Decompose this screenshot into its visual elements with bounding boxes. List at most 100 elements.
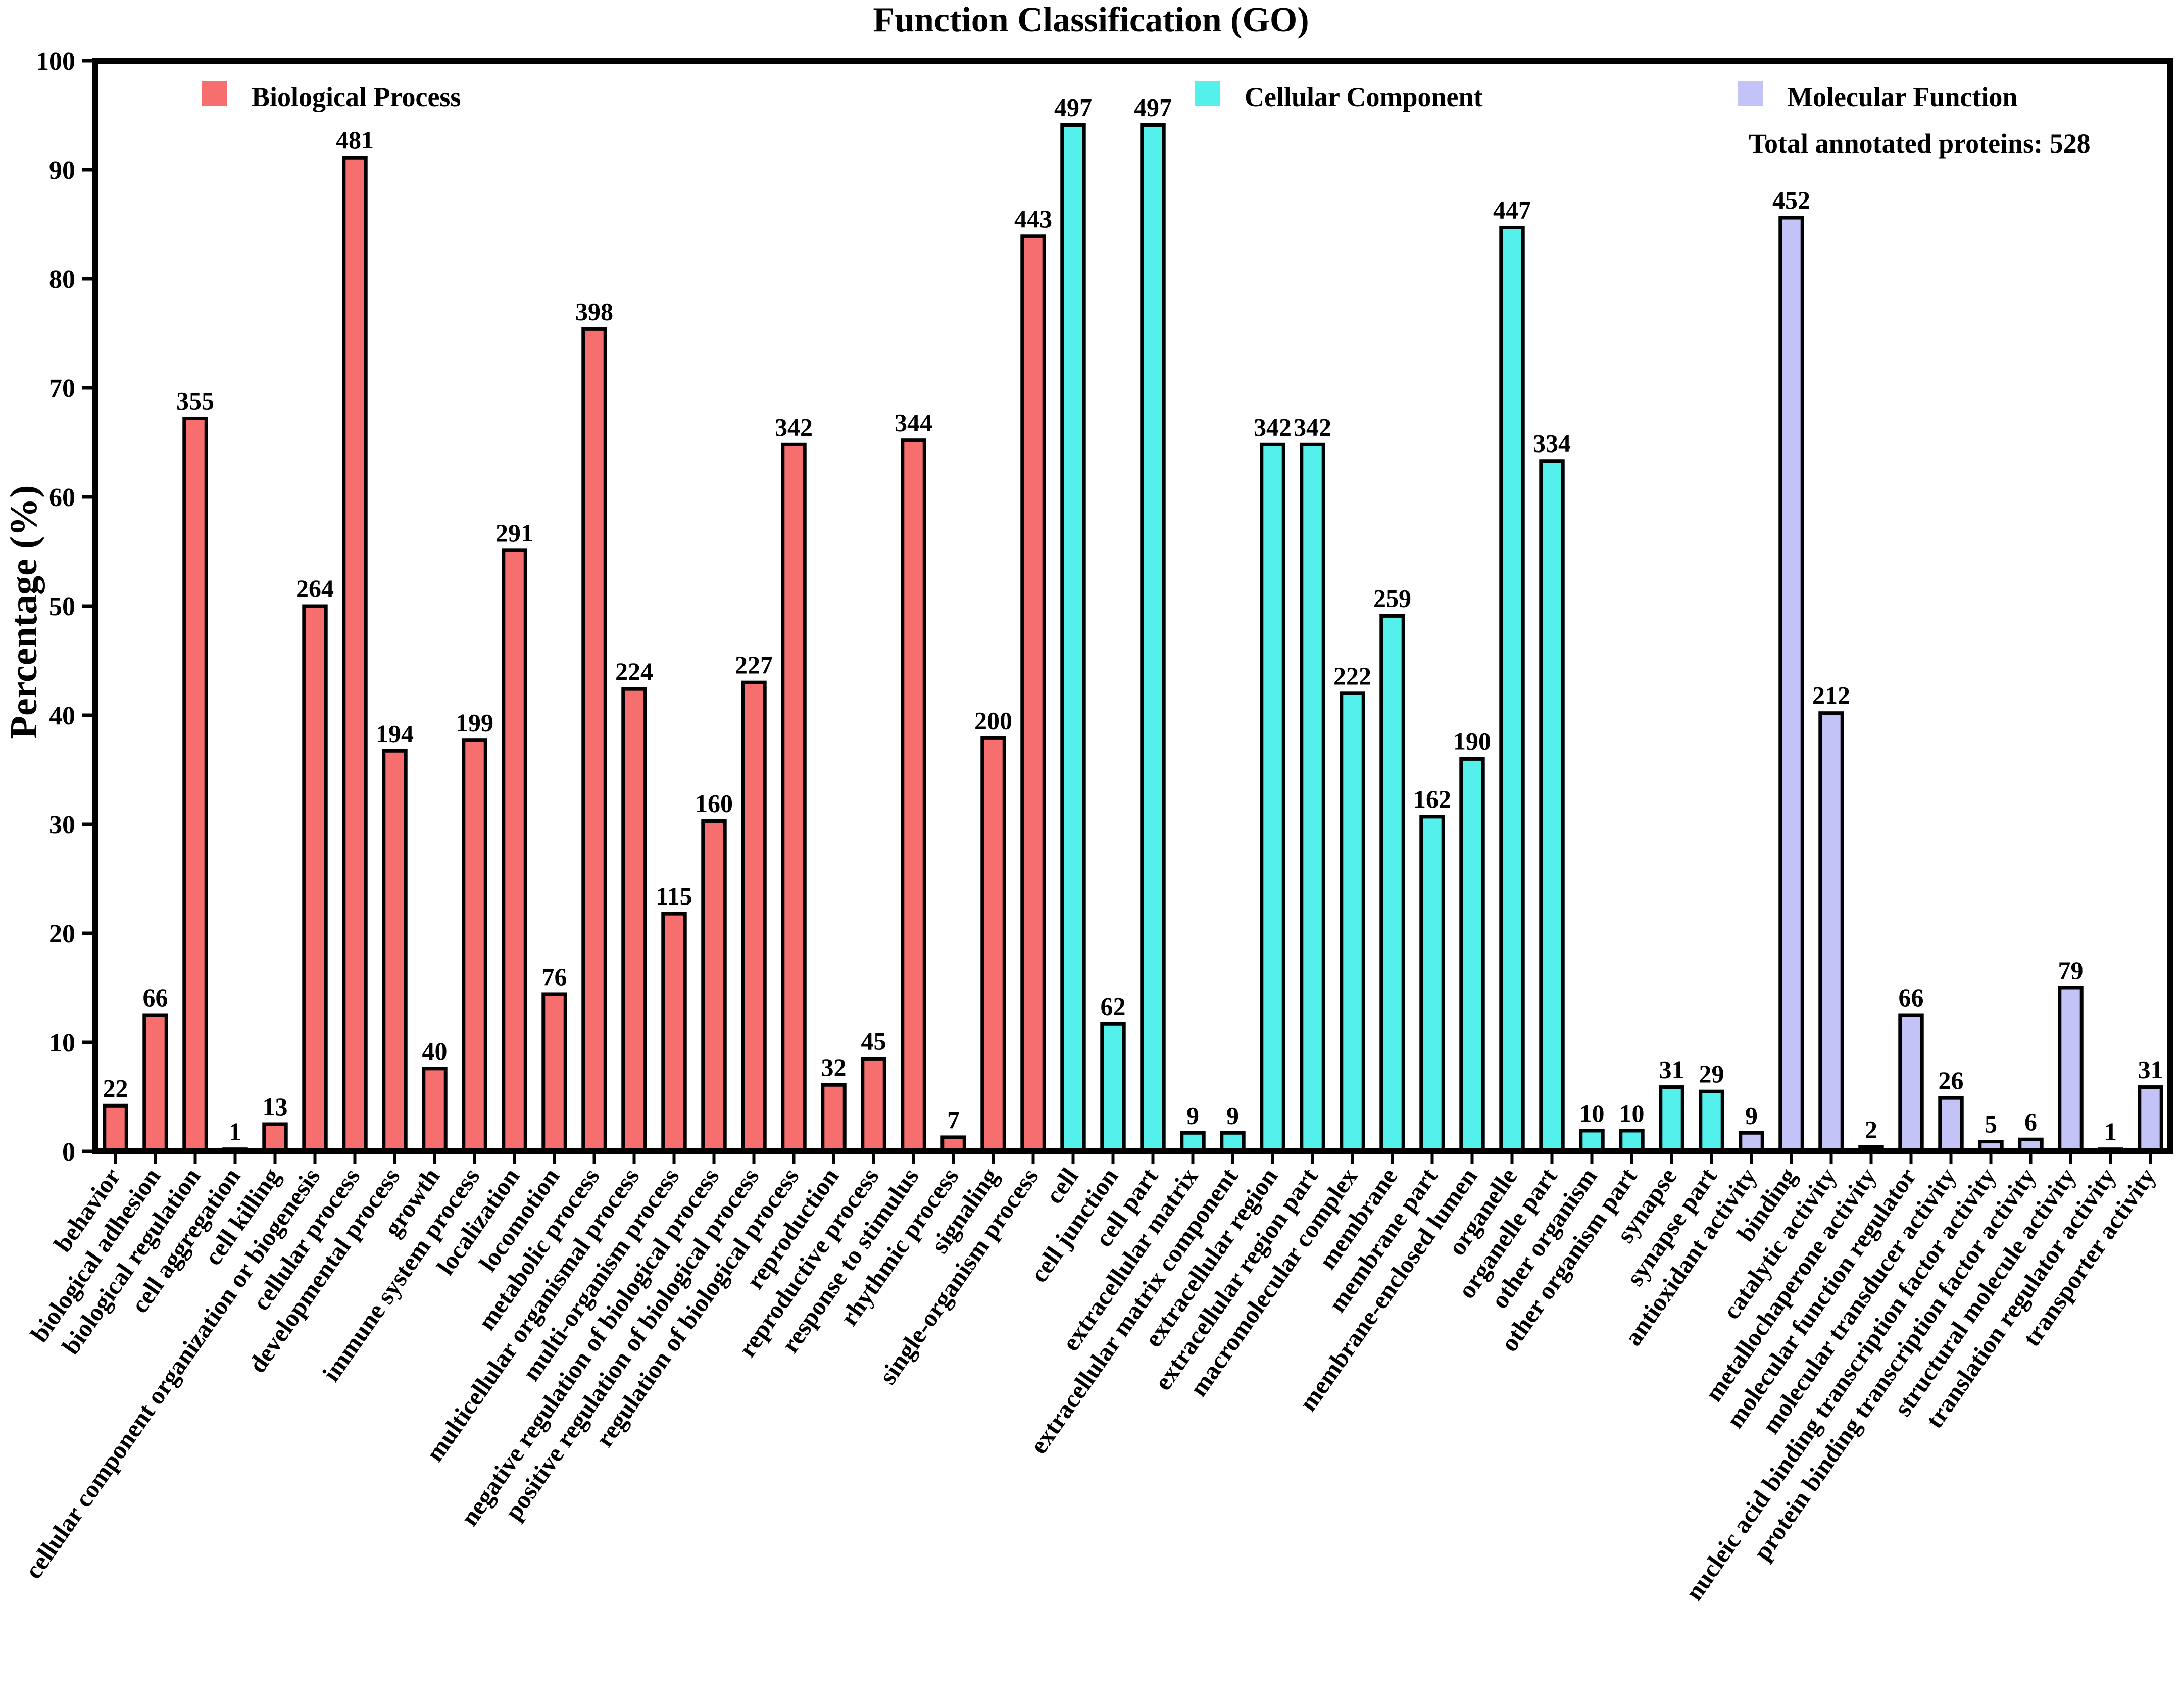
value-label-1: 66 [143,983,168,1012]
bar-45 [1898,1013,1924,1153]
value-label-8: 40 [422,1037,448,1065]
bar-19 [861,1057,886,1153]
bar-15 [701,819,727,1153]
bar-38 [1619,1129,1645,1153]
value-label-18: 32 [821,1053,847,1081]
value-label-17: 342 [775,413,813,441]
value-label-14: 115 [656,882,692,910]
bar-26 [1140,123,1166,1153]
legend-swatch-2 [1738,81,1763,106]
bar-14 [661,912,687,1153]
bar-2 [182,416,208,1153]
value-label-2: 355 [176,386,214,415]
value-label-5: 264 [296,574,334,602]
value-label-33: 162 [1413,785,1451,813]
value-label-49: 79 [2058,956,2084,984]
bar-35 [1499,225,1525,1153]
legend-label-2: Molecular Function [1787,82,2017,112]
value-label-37: 10 [1579,1099,1605,1127]
y-tick-label: 40 [49,701,75,730]
bars [103,123,2163,1153]
y-tick-label: 10 [49,1029,75,1058]
bar-40 [1699,1089,1724,1153]
value-label-43: 212 [1812,681,1850,710]
value-label-6: 481 [336,126,374,154]
value-label-25: 62 [1101,992,1126,1020]
bar-43 [1818,711,1844,1153]
bar-49 [2058,986,2084,1153]
bar-1 [142,1013,168,1153]
value-label-46: 26 [1939,1066,1964,1094]
plot-frame [92,58,2173,1154]
y-tick-label: 60 [49,483,75,512]
y-axis-label: Percentage (%) [3,485,45,739]
value-label-32: 259 [1373,584,1411,612]
value-label-29: 342 [1254,413,1292,441]
y-tick-label: 100 [36,47,75,76]
value-label-0: 22 [103,1074,128,1102]
value-label-11: 76 [542,963,567,991]
value-label-20: 344 [895,409,932,437]
value-label-45: 66 [1899,983,1924,1012]
value-label-48: 6 [2024,1108,2037,1136]
value-labels: 2266355113264481194401992917639822411516… [103,93,2163,1145]
y-tick-label: 20 [49,920,75,948]
bar-13 [621,687,647,1153]
legend-label-0: Biological Process [252,82,461,112]
bar-31 [1340,691,1365,1153]
value-label-27: 9 [1186,1101,1199,1129]
bar-34 [1459,757,1485,1153]
bar-7 [382,749,408,1153]
value-label-19: 45 [861,1027,886,1055]
y-tick-label: 80 [49,265,75,294]
value-label-41: 9 [1745,1101,1758,1129]
bar-36 [1539,459,1565,1153]
value-label-7: 194 [376,719,414,747]
bar-16 [741,680,767,1153]
bar-6 [342,156,368,1153]
bar-37 [1579,1129,1605,1153]
legend-swatch-1 [1195,81,1220,106]
value-label-28: 9 [1226,1101,1239,1129]
value-label-26: 497 [1134,93,1172,121]
y-axis-ticks: 0 10 20 30 40 50 60 70 80 90 100 [36,47,95,1167]
bar-4 [262,1122,288,1153]
value-label-31: 222 [1333,662,1371,690]
y-tick-label: 50 [49,592,75,621]
bar-18 [821,1083,847,1153]
bar-9 [462,738,487,1153]
bar-28 [1220,1131,1246,1153]
value-label-24: 497 [1054,93,1092,121]
value-label-10: 291 [495,519,533,547]
bar-17 [781,442,807,1153]
bar-29 [1260,442,1285,1153]
value-label-16: 227 [735,650,773,679]
bar-10 [502,548,527,1153]
value-label-9: 199 [456,709,493,737]
y-tick-label: 30 [49,811,75,839]
bar-5 [302,604,328,1153]
chart-title: Function Classification (GO) [873,1,1309,39]
value-label-51: 31 [2138,1056,2163,1084]
bar-42 [1778,216,1804,1153]
y-tick-label: 0 [62,1138,75,1167]
bar-8 [422,1067,448,1153]
value-label-21: 7 [947,1106,960,1134]
value-label-4: 13 [263,1092,288,1121]
bar-51 [2138,1085,2163,1153]
bar-33 [1419,815,1445,1153]
value-label-38: 10 [1619,1099,1645,1127]
value-label-13: 224 [615,657,653,685]
bar-22 [980,736,1006,1153]
bar-12 [581,327,607,1153]
bar-0 [103,1103,128,1153]
value-label-3: 1 [229,1118,241,1146]
value-label-36: 334 [1533,429,1571,458]
value-label-30: 342 [1294,413,1331,441]
value-label-40: 29 [1699,1060,1724,1088]
y-tick-label: 70 [49,374,75,403]
value-label-22: 200 [974,706,1012,734]
value-label-44: 2 [1865,1115,1877,1143]
bar-24 [1060,123,1086,1153]
